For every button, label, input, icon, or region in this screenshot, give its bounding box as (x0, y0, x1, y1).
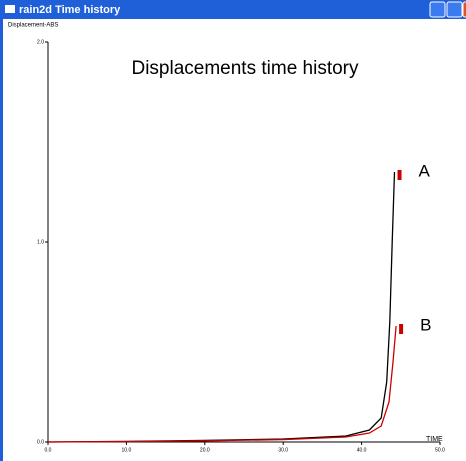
x-tick-label: 0.0 (45, 447, 52, 453)
series-label: B (420, 315, 431, 334)
y-tick-label: 2.0 (37, 39, 44, 45)
maximize-button[interactable] (446, 1, 463, 18)
title-bar (0, 0, 466, 19)
minimize-button[interactable] (429, 1, 446, 18)
x-tick-label: 10.0 (122, 447, 132, 453)
y-tick-label: 1.0 (37, 239, 44, 245)
end-marker (397, 170, 402, 180)
close-button[interactable] (462, 1, 466, 18)
end-marker (399, 324, 404, 334)
series-label: A (419, 161, 431, 180)
y-tick-label: 0.0 (37, 439, 44, 445)
chart-title: Displacements time history (131, 58, 359, 79)
x-tick-label: 40.0 (357, 447, 367, 453)
x-axis-label: TIME (426, 436, 443, 443)
window-icon (5, 5, 15, 13)
window-border (0, 19, 3, 461)
x-tick-label: 30.0 (278, 447, 288, 453)
x-tick-label: 20.0 (200, 447, 210, 453)
series-line (47, 325, 397, 443)
y-axis-label: Displacement-ABS (8, 23, 58, 29)
x-tick-label: 50.0 (435, 447, 445, 453)
window-title: rain2d Time history (19, 4, 121, 16)
